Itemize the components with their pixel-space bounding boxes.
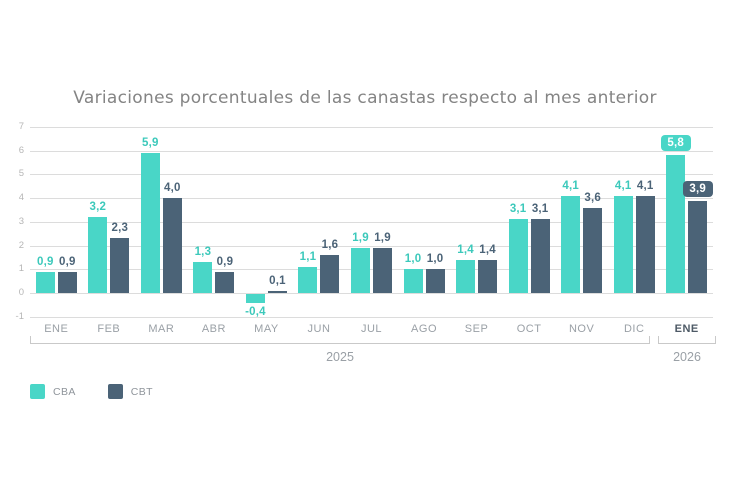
bar-cbt bbox=[583, 207, 603, 293]
x-tick-label: FEB bbox=[97, 323, 121, 335]
y-tick-label: 2 bbox=[18, 239, 24, 251]
cbt-swatch-icon bbox=[107, 384, 123, 399]
bar-cbt bbox=[688, 200, 708, 293]
bar-value-label: 0,9 bbox=[216, 255, 234, 268]
bar-cba bbox=[245, 294, 265, 304]
x-tick-label: MAR bbox=[148, 323, 175, 335]
bar-cbt bbox=[425, 269, 445, 293]
bar-value-label: 1,0 bbox=[404, 253, 422, 266]
x-tick-label: ABR bbox=[201, 323, 226, 335]
y-tick-label: 3 bbox=[18, 215, 24, 227]
bar-value-label: 1,9 bbox=[352, 231, 369, 244]
y-tick-label: 1 bbox=[18, 263, 24, 275]
y-tick-label: 7 bbox=[18, 121, 24, 132]
bar-value-label: 3,1 bbox=[509, 203, 527, 216]
x-tick-label: ENE bbox=[44, 323, 69, 335]
bar-cbt bbox=[478, 259, 498, 293]
bar-value-badge: 5,8 bbox=[660, 135, 691, 152]
bar-cbt bbox=[530, 219, 550, 293]
x-tick-label: JUN bbox=[307, 323, 331, 335]
bar-cbt bbox=[57, 271, 77, 293]
legend-label-cba: CBA bbox=[53, 385, 76, 398]
x-tick-label: OCT bbox=[516, 323, 542, 335]
bar-value-label: 1,3 bbox=[194, 246, 212, 259]
x-tick-label: NOV bbox=[568, 323, 595, 335]
bar-value-label: 4,0 bbox=[164, 182, 181, 195]
year-bracket-2026 bbox=[658, 336, 716, 344]
y-tick-label: 5 bbox=[18, 168, 24, 180]
bar-cba bbox=[140, 153, 160, 293]
legend-item-cba: CBA bbox=[30, 384, 76, 399]
bar-cbt bbox=[635, 195, 655, 293]
bar-cba bbox=[666, 155, 686, 293]
bar-cba bbox=[35, 271, 55, 293]
legend-label-cbt: CBT bbox=[130, 385, 153, 398]
gridline bbox=[30, 245, 713, 247]
bar-cba bbox=[403, 269, 423, 293]
bar-cba bbox=[193, 262, 213, 293]
bar-value-label: 1,6 bbox=[321, 239, 339, 252]
bar-value-label: 0,9 bbox=[58, 255, 76, 268]
bar-cba bbox=[88, 217, 108, 293]
gridline bbox=[30, 150, 713, 152]
y-tick-label: 6 bbox=[18, 144, 24, 156]
bar-value-label: 0,1 bbox=[269, 274, 286, 287]
gridline bbox=[30, 269, 713, 271]
x-tick-label: SEP bbox=[464, 323, 489, 335]
bar-cba bbox=[508, 219, 528, 293]
year-label-2026: 2026 bbox=[673, 350, 701, 364]
year-label-2025: 2025 bbox=[326, 350, 354, 364]
chart-title: Variaciones porcentuales de las canastas… bbox=[73, 88, 657, 108]
gridline bbox=[30, 221, 713, 223]
bar-value-label: 1,0 bbox=[426, 253, 444, 266]
bar-cbt bbox=[320, 255, 340, 293]
legend: CBA CBT bbox=[30, 384, 153, 399]
bar-cbt bbox=[267, 290, 287, 293]
gridline bbox=[30, 316, 713, 318]
bar-value-label: 5,9 bbox=[142, 137, 159, 150]
gridline bbox=[30, 127, 713, 128]
bar-value-label: 2,3 bbox=[111, 222, 129, 235]
bar-cba bbox=[613, 195, 633, 293]
x-tick-label: MAY bbox=[254, 323, 279, 335]
bar-value-label: 3,2 bbox=[89, 201, 107, 214]
bar-value-label: 4,1 bbox=[614, 179, 632, 192]
gridline bbox=[30, 293, 713, 294]
bar-cbt bbox=[373, 247, 392, 293]
bar-value-label: 1,1 bbox=[299, 250, 317, 263]
bar-cba bbox=[298, 266, 318, 293]
x-tick-label: DIC bbox=[623, 323, 645, 335]
year-bracket-2025 bbox=[30, 336, 650, 344]
bar-cbt bbox=[162, 198, 182, 293]
x-tick-label: JUL bbox=[360, 323, 383, 335]
bar-cba bbox=[561, 195, 581, 293]
gridline bbox=[30, 198, 713, 200]
bar-value-label: 0,9 bbox=[36, 255, 54, 268]
bar-value-badge: 3,9 bbox=[682, 180, 713, 197]
y-tick-label: 0 bbox=[18, 287, 24, 298]
bar-value-label: 1,4 bbox=[457, 243, 474, 256]
bar-value-label: 1,9 bbox=[374, 231, 391, 244]
bar-value-label: 3,1 bbox=[531, 203, 549, 216]
legend-item-cbt: CBT bbox=[107, 384, 153, 399]
bar-value-label: 4,1 bbox=[636, 179, 654, 192]
bar-value-label: 3,6 bbox=[584, 191, 601, 204]
x-tick-label: AGO bbox=[411, 323, 437, 335]
bar-cbt bbox=[110, 238, 130, 293]
gridline bbox=[30, 174, 713, 176]
y-tick-label: -1 bbox=[15, 310, 24, 322]
bar-value-label: 4,1 bbox=[562, 179, 579, 192]
bar-value-label: 1,4 bbox=[479, 243, 496, 256]
bar-value-label: -0,4 bbox=[245, 306, 266, 319]
cba-swatch-icon bbox=[30, 384, 45, 399]
bar-cba bbox=[351, 247, 370, 293]
bar-cba bbox=[456, 259, 476, 293]
bar-cbt bbox=[215, 271, 235, 293]
y-tick-label: 4 bbox=[18, 192, 24, 204]
x-tick-label: ENE bbox=[674, 323, 699, 335]
